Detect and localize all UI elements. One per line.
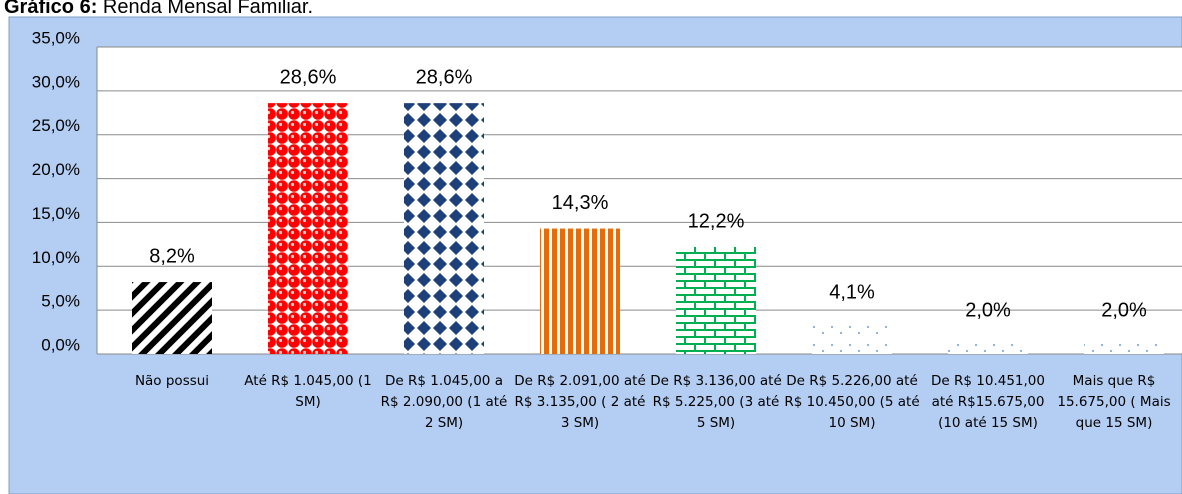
x-tick-label: Não possui: [134, 373, 210, 389]
bar: [404, 103, 484, 354]
value-label: 4,1%: [829, 281, 875, 303]
value-label: 14,3%: [552, 192, 609, 214]
y-tick-label: 20,0%: [32, 160, 80, 179]
x-tick-label: De R$ 10.451,00 até R$15.675,00 (10 até …: [931, 373, 1045, 431]
value-label: 2,0%: [1101, 300, 1147, 322]
value-label: 12,2%: [688, 210, 745, 232]
x-tick-label: De R$ 1.045,00 a R$ 2.090,00 (1 até 2 SM…: [380, 373, 508, 431]
plot-area: [97, 47, 1182, 354]
value-label: 28,6%: [416, 66, 473, 88]
y-tick-label: 30,0%: [32, 72, 80, 91]
bar: [812, 318, 892, 354]
bar: [948, 336, 1028, 354]
y-tick-label: 10,0%: [32, 248, 80, 267]
bar: [132, 282, 212, 354]
x-tick-label: De R$ 5.226,00 até R$ 10.450,00 (5 até 1…: [784, 373, 920, 431]
bar: [540, 228, 620, 354]
y-tick-label: 0,0%: [41, 335, 80, 354]
x-tick-label: De R$ 2.091,00 até R$ 3.135,00 ( 2 até 3…: [514, 373, 646, 431]
x-tick-label: De R$ 3.136,00 até R$ 5.225,00 (3 até 5 …: [650, 373, 782, 431]
bar: [676, 246, 756, 354]
y-tick-label: 5,0%: [41, 292, 80, 311]
y-tick-label: 15,0%: [32, 204, 80, 223]
chart-title: Gráfico 6: Renda Mensal Familiar.: [4, 0, 313, 18]
y-tick-label: 25,0%: [32, 116, 80, 135]
bar: [1084, 336, 1164, 354]
y-tick-label: 35,0%: [32, 28, 80, 47]
value-label: 8,2%: [149, 245, 195, 267]
x-tick-label: Mais que R$ 15.675,00 ( Mais que 15 SM): [1057, 373, 1171, 431]
value-label: 2,0%: [965, 300, 1011, 322]
bar: [268, 103, 348, 354]
value-label: 28,6%: [280, 66, 337, 88]
title-text: Renda Mensal Familiar.: [103, 0, 313, 18]
title-label: Gráfico 6:: [4, 0, 97, 18]
x-tick-label: Até R$ 1.045,00 (1 SM): [244, 373, 372, 410]
